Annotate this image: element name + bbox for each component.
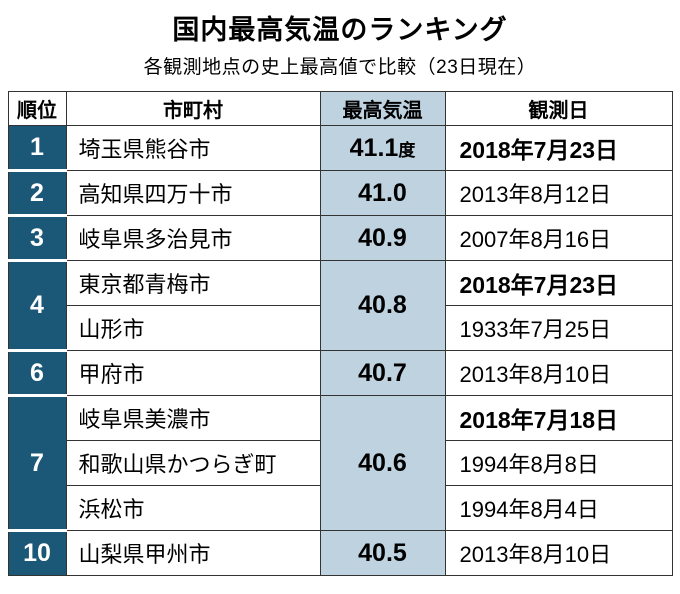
temp-unit: 度 [398, 140, 416, 160]
city-cell: 岐阜県多治見市 [65, 215, 321, 261]
page-subtitle: 各観測地点の史上最高値で比較（23日現在） [143, 57, 537, 78]
temp-cell: 40.5 [319, 530, 446, 576]
header-date: 観測日 [444, 91, 673, 126]
temp-value: 41.0 [358, 178, 407, 207]
temp-value: 40.7 [358, 358, 407, 387]
temp-cell: 41.1度 [319, 125, 446, 171]
temp-cell: 40.7 [319, 350, 446, 396]
city-cell: 浜松市 [65, 485, 321, 531]
date-cell: 2018年7月23日 [444, 125, 673, 171]
rank-cell: 2 [7, 170, 67, 217]
city-cell: 甲府市 [65, 350, 321, 396]
temp-value: 40.6 [358, 448, 407, 477]
header-row: 順位 市町村 最高気温 観測日 [7, 91, 673, 126]
rank-cell: 7 [7, 395, 67, 532]
header-city: 市町村 [65, 91, 321, 126]
rank-cell: 3 [7, 215, 67, 262]
date-cell: 2018年7月18日 [444, 395, 673, 441]
temp-cell: 40.8 [319, 260, 446, 351]
temp-value: 41.1 [349, 133, 399, 162]
date-cell: 1994年8月8日 [444, 440, 673, 486]
rank-cell: 1 [7, 125, 67, 172]
date-cell: 2013年8月10日 [444, 530, 673, 576]
city-cell: 和歌山県かつらぎ町 [65, 440, 321, 486]
table-row: 1 埼玉県熊谷市 41.1度 2018年7月23日 [7, 125, 673, 172]
header-rank: 順位 [7, 91, 67, 126]
temp-value: 40.9 [358, 223, 407, 252]
city-cell: 埼玉県熊谷市 [65, 125, 321, 171]
table-row: 10 山梨県甲州市 40.5 2013年8月10日 [7, 530, 673, 576]
rank-cell: 6 [7, 350, 67, 397]
page-title: 国内最高気温のランキング [172, 15, 508, 45]
table-row: 4 東京都青梅市 40.8 2018年7月23日 [7, 260, 673, 352]
city-cell: 山形市 [65, 305, 321, 351]
date-cell: 2013年8月10日 [444, 350, 673, 396]
rank-cell: 10 [7, 530, 67, 576]
rank-cell: 4 [7, 260, 67, 352]
city-cell: 東京都青梅市 [65, 260, 321, 306]
table-row: 3 岐阜県多治見市 40.9 2007年8月16日 [7, 215, 673, 262]
table-row: 6 甲府市 40.7 2013年8月10日 [7, 350, 673, 397]
city-cell: 山梨県甲州市 [65, 530, 321, 576]
city-cell: 高知県四万十市 [65, 170, 321, 216]
date-cell: 2013年8月12日 [444, 170, 673, 216]
temperature-ranking-table: 順位 市町村 最高気温 観測日 1 埼玉県熊谷市 41.1度 2018年7月23… [7, 91, 673, 576]
temp-value: 40.8 [358, 291, 407, 319]
table-row: 7 岐阜県美濃市 40.6 2018年7月18日 [7, 395, 673, 532]
date-cell: 1994年8月4日 [444, 485, 673, 531]
temp-cell: 40.6 [319, 395, 446, 531]
date-cell: 2007年8月16日 [444, 215, 673, 261]
temp-cell: 40.9 [319, 215, 446, 261]
temp-cell: 41.0 [319, 170, 446, 216]
temp-value: 40.5 [358, 538, 407, 567]
header-temp: 最高気温 [319, 91, 446, 126]
table-row: 山形市 1933年7月25日 [8, 305, 673, 351]
table-row: 2 高知県四万十市 41.0 2013年8月12日 [7, 170, 673, 217]
date-cell: 1933年7月25日 [444, 305, 673, 351]
date-cell: 2018年7月23日 [444, 260, 673, 306]
city-cell: 岐阜県美濃市 [65, 395, 321, 441]
